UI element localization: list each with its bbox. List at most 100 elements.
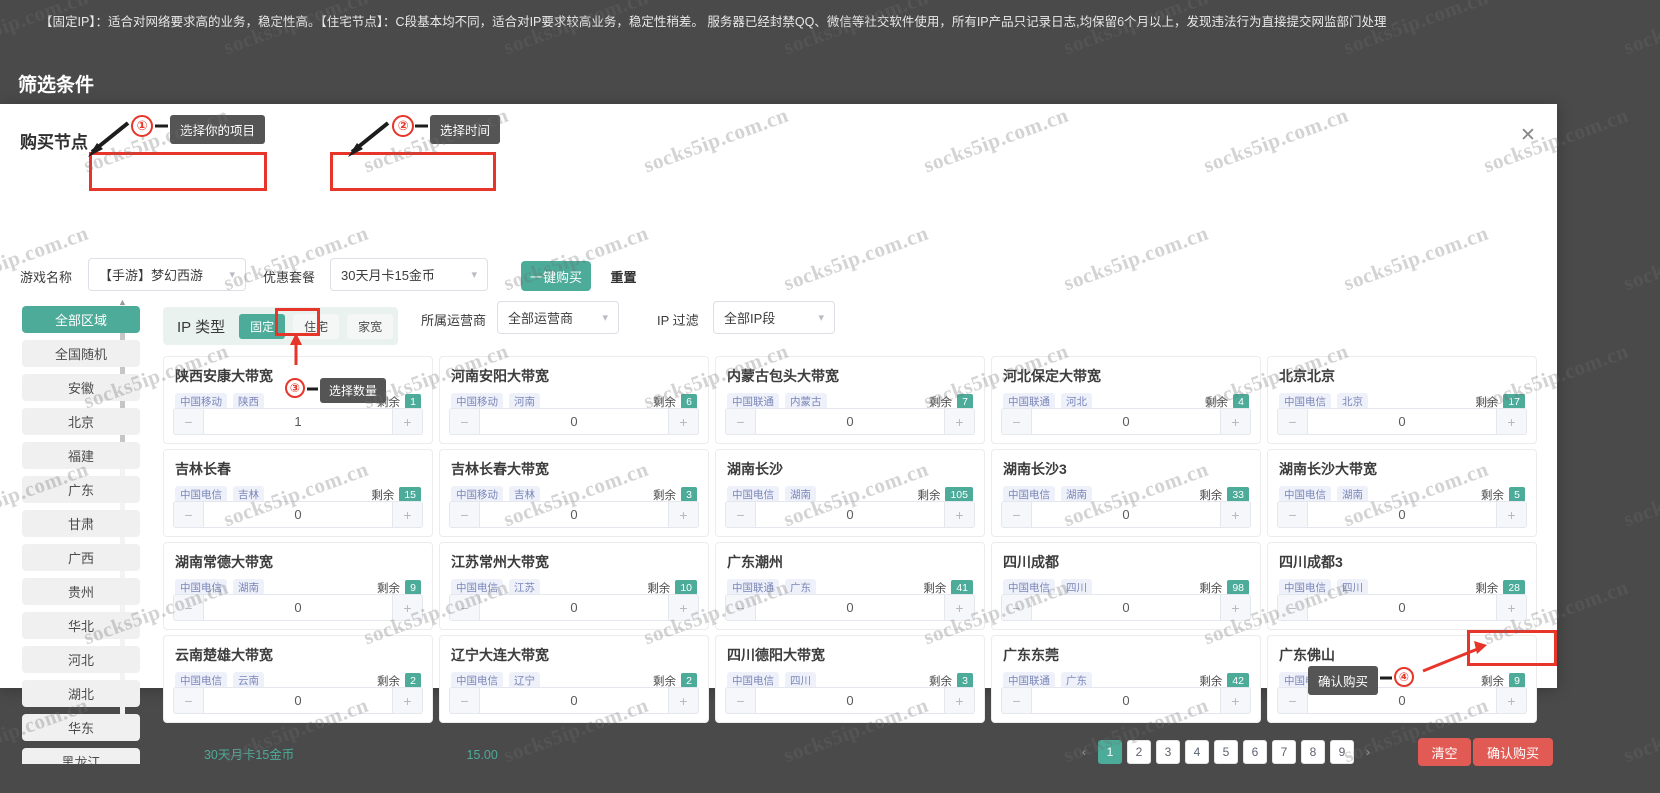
quantity-input[interactable]: 0 [480, 594, 668, 621]
increment-button[interactable]: + [668, 687, 699, 714]
increment-button[interactable]: + [1220, 408, 1251, 435]
pagination-page[interactable]: 9 [1330, 740, 1354, 764]
decrement-button[interactable]: − [173, 687, 204, 714]
sidebar-item-region[interactable]: 全部区域 [22, 306, 140, 333]
quantity-input[interactable]: 0 [1032, 408, 1220, 435]
node-card[interactable]: 广东东莞 中国联通 广东 剩余 42−0 + [991, 635, 1261, 723]
decrement-button[interactable]: − [1277, 501, 1308, 528]
pagination-page[interactable]: 2 [1127, 740, 1151, 764]
isp-select[interactable]: 全部运营商 ▾ [497, 301, 619, 334]
quantity-input[interactable]: 0 [1308, 594, 1496, 621]
node-card[interactable]: 河南安阳大带宽 中国移动 河南 剩余 6−0 + [439, 356, 709, 444]
ip-filter-select[interactable]: 全部IP段 ▾ [713, 301, 835, 334]
increment-button[interactable]: + [1220, 594, 1251, 621]
node-card[interactable]: 湖南长沙3 中国电信 湖南 剩余 33−0 + [991, 449, 1261, 537]
pagination-page[interactable]: 8 [1301, 740, 1325, 764]
pagination-page[interactable]: 1 [1098, 740, 1122, 764]
node-card[interactable]: 湖南长沙大带宽 中国电信 湖南 剩余 5−0 + [1267, 449, 1537, 537]
close-icon[interactable]: ✕ [1520, 125, 1536, 146]
quantity-input[interactable]: 0 [204, 501, 392, 528]
increment-button[interactable]: + [392, 687, 423, 714]
decrement-button[interactable]: − [725, 408, 756, 435]
decrement-button[interactable]: − [1277, 594, 1308, 621]
quantity-input[interactable]: 0 [480, 687, 668, 714]
quantity-input[interactable]: 0 [480, 408, 668, 435]
package-select[interactable]: 30天月卡15金币 ▾ [330, 258, 488, 291]
node-card[interactable]: 四川成都 中国电信 四川 剩余 98−0 + [991, 542, 1261, 630]
decrement-button[interactable]: − [725, 594, 756, 621]
quantity-input[interactable]: 0 [1032, 687, 1220, 714]
increment-button[interactable]: + [392, 594, 423, 621]
decrement-button[interactable]: − [449, 687, 480, 714]
sidebar-item-region[interactable]: 广东 [22, 476, 140, 503]
node-card[interactable]: 辽宁大连大带宽 中国电信 辽宁 剩余 2−0 + [439, 635, 709, 723]
decrement-button[interactable]: − [725, 501, 756, 528]
sidebar-item-region[interactable]: 华北 [22, 612, 140, 639]
sidebar-item-region[interactable]: 贵州 [22, 578, 140, 605]
pagination-page[interactable]: 7 [1272, 740, 1296, 764]
ip-type-option-home[interactable]: 家宽 [347, 313, 394, 339]
increment-button[interactable]: + [1496, 501, 1527, 528]
increment-button[interactable]: + [392, 408, 423, 435]
increment-button[interactable]: + [944, 408, 975, 435]
decrement-button[interactable]: − [173, 594, 204, 621]
pagination-page[interactable]: 3 [1156, 740, 1180, 764]
increment-button[interactable]: + [668, 408, 699, 435]
node-card[interactable]: 吉林长春 中国电信 吉林 剩余 15−0 + [163, 449, 433, 537]
increment-button[interactable]: + [944, 501, 975, 528]
sidebar-item-region[interactable]: 福建 [22, 442, 140, 469]
decrement-button[interactable]: − [1001, 594, 1032, 621]
node-card[interactable]: 北京北京 中国电信 北京 剩余 17−0 + [1267, 356, 1537, 444]
quantity-input[interactable]: 0 [204, 594, 392, 621]
quantity-input[interactable]: 1 [204, 408, 392, 435]
node-card[interactable]: 四川成都3 中国电信 四川 剩余 28−0 + [1267, 542, 1537, 630]
increment-button[interactable]: + [1496, 408, 1527, 435]
decrement-button[interactable]: − [1277, 687, 1308, 714]
quantity-input[interactable]: 0 [756, 687, 944, 714]
quantity-input[interactable]: 0 [204, 687, 392, 714]
pagination-page[interactable]: 6 [1243, 740, 1267, 764]
node-card[interactable]: 江苏常州大带宽 中国电信 江苏 剩余 10−0 + [439, 542, 709, 630]
quantity-input[interactable]: 0 [1308, 408, 1496, 435]
decrement-button[interactable]: − [449, 501, 480, 528]
increment-button[interactable]: + [392, 501, 423, 528]
ip-type-option-fixed[interactable]: 固定 [239, 313, 286, 339]
game-name-select[interactable]: 【手游】梦幻西游 ▾ [88, 258, 246, 291]
decrement-button[interactable]: − [1277, 408, 1308, 435]
decrement-button[interactable]: − [449, 594, 480, 621]
sidebar-item-region[interactable]: 甘肃 [22, 510, 140, 537]
sidebar-item-region[interactable]: 北京 [22, 408, 140, 435]
sidebar-item-region[interactable]: 黑龙江 [22, 748, 140, 764]
sidebar-item-region[interactable]: 全国随机 [22, 340, 140, 367]
confirm-purchase-button[interactable]: 确认购买 [1473, 738, 1553, 766]
sidebar-item-region[interactable]: 河北 [22, 646, 140, 673]
node-card[interactable]: 吉林长春大带宽 中国移动 吉林 剩余 3−0 + [439, 449, 709, 537]
decrement-button[interactable]: − [449, 408, 480, 435]
node-card[interactable]: 云南楚雄大带宽 中国电信 云南 剩余 2−0 + [163, 635, 433, 723]
increment-button[interactable]: + [1220, 687, 1251, 714]
decrement-button[interactable]: − [1001, 408, 1032, 435]
sidebar-item-region[interactable]: 广西 [22, 544, 140, 571]
sidebar-item-region[interactable]: 湖北 [22, 680, 140, 707]
chevron-left-icon[interactable]: ‹ [1082, 745, 1086, 759]
quantity-input[interactable]: 0 [480, 501, 668, 528]
node-card[interactable]: 湖南长沙 中国电信 湖南 剩余 105−0 + [715, 449, 985, 537]
decrement-button[interactable]: − [173, 408, 204, 435]
chevron-right-icon[interactable]: › [1366, 745, 1370, 759]
increment-button[interactable]: + [944, 687, 975, 714]
quantity-input[interactable]: 0 [1308, 501, 1496, 528]
node-card[interactable]: 湖南常德大带宽 中国电信 湖南 剩余 9−0 + [163, 542, 433, 630]
sidebar-item-region[interactable]: 华东 [22, 714, 140, 741]
node-card[interactable]: 四川德阳大带宽 中国电信 四川 剩余 3−0 + [715, 635, 985, 723]
one-key-buy-button[interactable]: 一键购买 [521, 261, 591, 291]
ip-type-option-residential[interactable]: 住宅 [293, 313, 340, 339]
pagination-page[interactable]: 5 [1214, 740, 1238, 764]
increment-button[interactable]: + [668, 501, 699, 528]
pagination-page[interactable]: 4 [1185, 740, 1209, 764]
decrement-button[interactable]: − [725, 687, 756, 714]
reset-button[interactable]: 重置 [601, 261, 646, 291]
node-card[interactable]: 内蒙古包头大带宽 中国联通 内蒙古 剩余 7−0 + [715, 356, 985, 444]
node-card[interactable]: 河北保定大带宽 中国联通 河北 剩余 4−0 + [991, 356, 1261, 444]
quantity-input[interactable]: 0 [1032, 594, 1220, 621]
increment-button[interactable]: + [1220, 501, 1251, 528]
